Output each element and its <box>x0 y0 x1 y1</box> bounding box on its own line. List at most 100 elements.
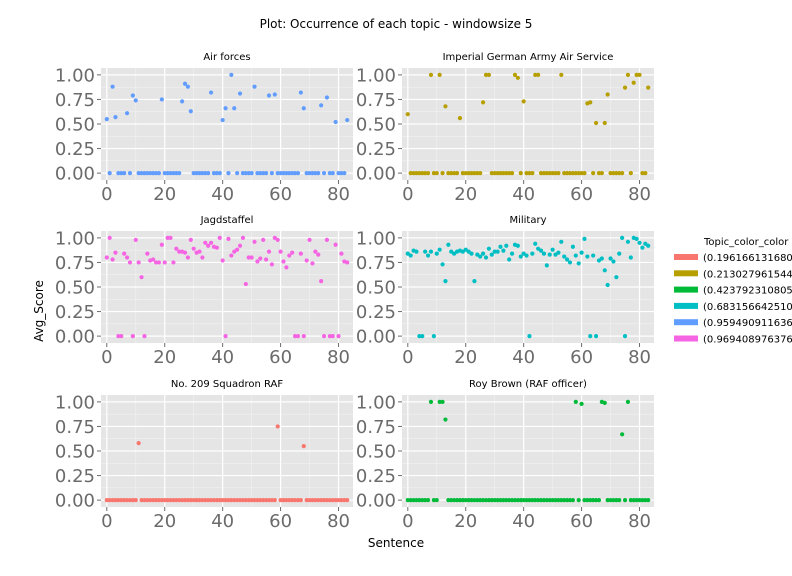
data-point <box>339 171 344 176</box>
y-tick-label: 0.25 <box>356 139 396 160</box>
data-point <box>240 235 246 240</box>
data-point <box>171 498 176 503</box>
data-point <box>544 263 549 268</box>
data-point <box>498 244 503 249</box>
data-point <box>252 84 257 89</box>
legend-swatch <box>674 286 698 293</box>
data-point <box>434 171 439 176</box>
data-point <box>168 235 173 240</box>
data-point <box>457 116 463 121</box>
data-point <box>414 249 419 254</box>
data-point <box>292 334 298 339</box>
data-point <box>553 171 558 176</box>
data-point <box>481 498 486 503</box>
data-point <box>330 171 335 176</box>
data-point <box>249 171 254 176</box>
data-point <box>541 171 547 176</box>
data-point <box>243 171 248 176</box>
data-point <box>634 236 639 241</box>
data-point <box>530 171 535 176</box>
y-tick-label: 0.50 <box>356 278 396 299</box>
data-point <box>472 498 477 503</box>
data-point <box>588 334 593 339</box>
data-point <box>182 81 188 86</box>
data-point <box>275 237 280 242</box>
data-point <box>405 498 410 503</box>
data-point <box>177 249 182 254</box>
data-point <box>507 257 512 262</box>
data-point <box>454 498 460 503</box>
panel-title: Imperial German Army Air Service <box>443 52 614 63</box>
data-point <box>576 171 581 176</box>
data-point <box>431 334 436 339</box>
data-point <box>200 498 205 503</box>
data-point <box>122 171 127 176</box>
x-tick-label: 0 <box>101 184 112 205</box>
data-point <box>481 100 486 105</box>
data-point <box>611 498 616 503</box>
data-point <box>304 258 309 263</box>
data-point <box>139 171 144 176</box>
data-point <box>495 171 500 176</box>
data-point <box>136 441 141 446</box>
data-point <box>646 85 651 90</box>
x-tick-label: 80 <box>628 184 651 205</box>
data-point <box>211 498 217 503</box>
data-point <box>237 498 243 503</box>
data-point <box>258 171 263 176</box>
data-point <box>628 255 633 260</box>
data-point <box>182 498 188 503</box>
data-point <box>425 171 431 176</box>
data-point <box>307 498 312 503</box>
data-point <box>246 498 251 503</box>
data-point <box>272 498 277 503</box>
data-point <box>284 498 289 503</box>
data-point <box>553 498 558 503</box>
data-point <box>321 334 327 339</box>
data-point <box>237 91 243 96</box>
x-tick-label: 80 <box>628 511 651 532</box>
data-point <box>130 93 135 98</box>
data-point <box>544 498 549 503</box>
data-point <box>269 498 274 503</box>
data-point <box>304 498 309 503</box>
facet-panel: 0 20 40 60 80 0.00 0.25 0.50 0.75 1.00 Jagdstaffel <box>55 215 353 368</box>
data-point <box>533 498 538 503</box>
y-tick-label: 0.75 <box>55 253 95 274</box>
data-point <box>617 171 622 176</box>
data-point <box>307 171 312 176</box>
data-point <box>226 236 231 241</box>
data-point <box>547 252 552 257</box>
data-point <box>243 498 248 503</box>
x-tick-label: 40 <box>512 511 535 532</box>
x-tick-label: 80 <box>327 184 350 205</box>
legend-swatch <box>674 319 698 326</box>
data-point <box>206 498 211 503</box>
data-point <box>145 171 150 176</box>
x-tick-label: 0 <box>402 347 413 368</box>
data-point <box>185 498 190 503</box>
data-point <box>185 84 190 89</box>
data-point <box>310 261 315 266</box>
data-point <box>235 247 240 252</box>
data-point <box>214 245 219 250</box>
data-point <box>620 171 625 176</box>
y-tick-label: 0.00 <box>356 164 396 185</box>
data-point <box>463 171 468 176</box>
data-point <box>428 399 434 404</box>
data-point <box>127 171 133 176</box>
data-point <box>333 242 338 247</box>
y-tick-label: 0.00 <box>356 491 396 512</box>
data-point <box>287 498 292 503</box>
x-tick-label: 20 <box>153 511 176 532</box>
data-point <box>565 257 570 262</box>
data-point <box>107 235 112 240</box>
data-point <box>579 401 584 406</box>
data-point <box>255 498 260 503</box>
data-point <box>498 171 503 176</box>
data-point <box>110 257 115 262</box>
data-point <box>229 253 234 258</box>
data-point <box>550 171 555 176</box>
data-point <box>217 498 222 503</box>
legend-entry-label: (0.423792310805 <box>703 286 792 297</box>
